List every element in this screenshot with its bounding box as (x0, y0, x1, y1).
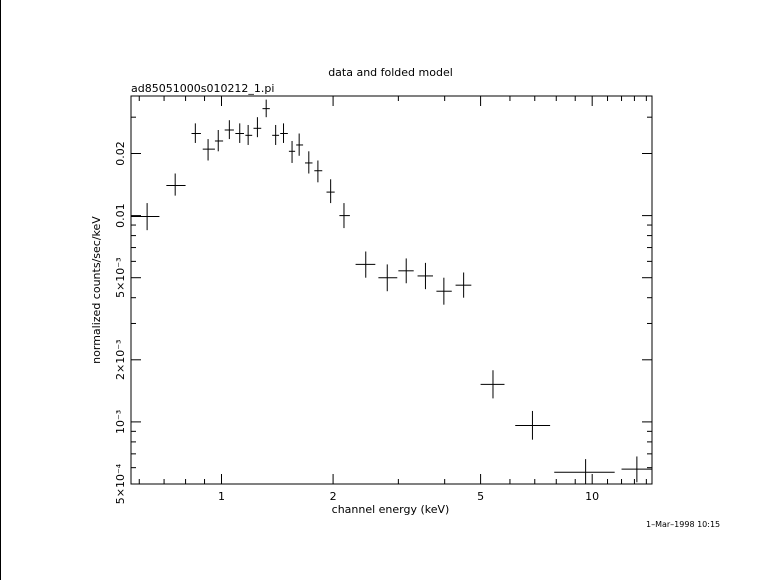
x-axis-label: channel energy (keV) (331, 503, 450, 516)
y-tick-label: 10⁻³ (114, 410, 127, 434)
data-point (166, 173, 186, 196)
data-point (417, 262, 433, 290)
data-points (131, 99, 652, 484)
data-point (131, 203, 160, 231)
x-tick-label: 2 (330, 490, 337, 503)
data-point (355, 251, 376, 278)
y-tick-label: 0.02 (114, 141, 127, 166)
data-point (245, 124, 253, 145)
data-point (235, 123, 244, 143)
data-point (191, 123, 201, 143)
data-point (296, 133, 304, 156)
x-tick-label: 1 (218, 490, 225, 503)
y-tick-label: 5×10⁻⁴ (114, 463, 127, 504)
data-point (253, 117, 262, 138)
plot-frame (130, 95, 653, 485)
y-tick-label: 2×10⁻³ (114, 340, 127, 380)
chart-title: data and folded model (328, 66, 453, 79)
data-point (326, 179, 335, 204)
data-point (280, 123, 288, 143)
data-point (272, 124, 280, 145)
chart-subtitle: ad85051000s010212_1.pi (131, 82, 275, 95)
data-point (262, 99, 270, 118)
data-point (339, 203, 350, 229)
data-point (621, 456, 652, 483)
y-axis-label: normalized counts/sec/keV (90, 216, 103, 364)
data-point (214, 129, 224, 152)
data-point (378, 264, 398, 292)
data-point (554, 459, 615, 484)
data-point (314, 160, 323, 183)
data-point (288, 140, 296, 163)
data-point (398, 258, 414, 284)
y-axis-ticks: 5×10⁻⁴ 10⁻³ 2×10⁻³ 5×10⁻³ 0.01 0.02 (114, 116, 652, 504)
x-tick-label: 10 (585, 490, 599, 503)
window-edge-rule (0, 0, 1, 580)
plot-timestamp: 1–Mar–1998 10:15 (646, 520, 721, 529)
y-tick-label: 0.01 (114, 203, 127, 228)
data-point (515, 410, 551, 440)
data-point (305, 151, 313, 174)
data-point (436, 277, 452, 305)
data-point (224, 120, 234, 140)
data-point (202, 139, 215, 161)
y-tick-label: 5×10⁻³ (114, 257, 127, 297)
x-tick-label: 5 (477, 490, 484, 503)
data-point (480, 370, 505, 399)
data-point (455, 272, 472, 298)
x-axis-ticks: 1 2 5 10 (138, 96, 647, 503)
